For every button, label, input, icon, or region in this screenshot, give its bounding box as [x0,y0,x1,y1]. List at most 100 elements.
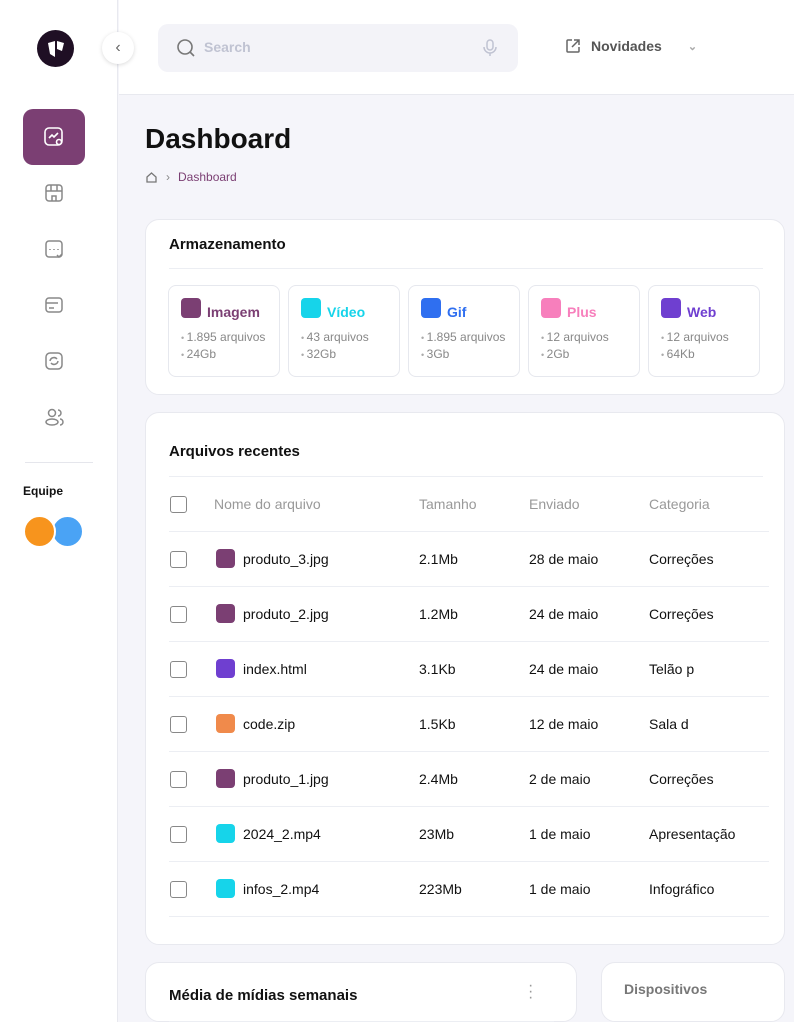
row-checkbox[interactable] [170,661,187,678]
file-size: 23Mb [419,826,455,842]
devices-title: Dispositivos [624,981,708,997]
code-file-icon [216,659,235,678]
storage-tile[interactable]: Gif 1.895 arquivos3Gb [408,285,520,377]
page-title: Dashboard [145,123,292,154]
chat-check-icon [45,240,63,259]
sync-icon [45,352,63,370]
weekly-media-card: Média de mídias semanais · · · [145,962,577,1022]
microphone-icon[interactable] [483,39,497,57]
file-name[interactable]: infos_2.mp4 [243,881,320,897]
file-type-icon [301,298,321,318]
breadcrumb-current: Dashboard [178,170,237,184]
nav-dashboard[interactable] [23,109,85,165]
file-size: 3.1Kb [419,661,456,677]
file-sent: 24 de maio [529,661,599,677]
storage-tile[interactable]: Vídeo 43 arquivos32Gb [288,285,400,377]
tile-name: Imagem [207,304,260,320]
tile-files: 43 arquivos [301,329,369,346]
column-category[interactable]: Categoria [649,496,710,512]
column-size[interactable]: Tamanho [419,496,477,512]
tile-name: Vídeo [327,304,366,320]
file-name[interactable]: index.html [243,661,307,677]
file-type-icon [661,298,681,318]
file-category: Sala d [649,716,689,732]
file-name[interactable]: produto_2.jpg [243,606,329,622]
table-row[interactable]: infos_2.mp4 223Mb 1 de maio Infográfico [169,862,769,917]
tile-files: 1.895 arquivos [181,329,266,346]
table-row[interactable]: produto_3.jpg 2.1Mb 28 de maio Correções [169,532,769,587]
file-name[interactable]: code.zip [243,716,296,732]
file-type-icon [541,298,561,318]
row-checkbox[interactable] [170,881,187,898]
home-icon[interactable] [145,171,158,184]
news-label: Novidades [591,38,662,54]
file-name[interactable]: produto_1.jpg [243,771,329,787]
store-icon [45,184,63,202]
divider [25,462,93,463]
select-all-checkbox[interactable] [170,496,187,513]
file-type-icon [181,298,201,318]
video-file-icon [216,879,235,898]
row-checkbox[interactable] [170,606,187,623]
file-category: Correções [649,551,714,567]
news-dropdown[interactable]: Novidades ⌄ [565,38,697,54]
file-name[interactable]: produto_3.jpg [243,551,329,567]
table-row[interactable]: 2024_2.mp4 23Mb 1 de maio Apresentação [169,807,769,862]
file-category: Infográfico [649,881,715,897]
file-size: 2.4Mb [419,771,458,787]
table-row[interactable]: produto_1.jpg 2.4Mb 2 de maio Correções [169,752,769,807]
header: Search Novidades ⌄ [119,0,794,95]
file-category: Correções [649,771,714,787]
nav-users[interactable] [23,389,85,445]
file-sent: 28 de maio [529,551,599,567]
external-link-icon [566,39,580,53]
column-name[interactable]: Nome do arquivo [214,496,321,512]
row-checkbox[interactable] [170,826,187,843]
storage-tile[interactable]: Web 12 arquivos64Kb [648,285,760,377]
chevron-left-icon: ‹ [115,39,121,56]
more-options-icon[interactable]: · · · [528,977,534,1006]
tile-size: 2Gb [541,346,609,363]
team-label: Equipe [23,484,64,498]
storage-tile[interactable]: Plus 12 arquivos2Gb [528,285,640,377]
collapse-sidebar-button[interactable]: ‹ [102,32,134,64]
tile-size: 32Gb [301,346,369,363]
tile-size: 64Kb [661,346,729,363]
storage-tile[interactable]: Imagem 1.895 arquivos24Gb [168,285,280,377]
nav-billing[interactable] [23,277,85,333]
tile-size: 3Gb [421,346,505,363]
row-checkbox[interactable] [170,771,187,788]
file-name[interactable]: 2024_2.mp4 [243,826,321,842]
recent-files-card: Arquivos recentes Nome do arquivo Tamanh… [145,412,785,945]
file-category: Apresentação [649,826,736,842]
tile-files: 12 arquivos [661,329,729,346]
breadcrumb: › Dashboard [145,170,237,184]
tile-name: Web [687,304,717,320]
file-sent: 12 de maio [529,716,599,732]
search-input[interactable]: Search [158,24,518,72]
table-row[interactable]: code.zip 1.5Kb 12 de maio Sala d [169,697,769,752]
zip-file-icon [216,714,235,733]
table-row[interactable]: index.html 3.1Kb 24 de maio Telão p [169,642,769,697]
users-icon [45,408,64,426]
avatar[interactable] [23,515,56,548]
image-file-icon [216,769,235,788]
logo[interactable] [37,30,74,67]
tile-files: 1.895 arquivos [421,329,506,346]
search-icon [177,39,195,57]
tile-name: Gif [447,304,467,320]
file-sent: 24 de maio [529,606,599,622]
nav-messages[interactable] [23,221,85,277]
file-category: Correções [649,606,714,622]
file-size: 1.2Mb [419,606,458,622]
table-row[interactable]: produto_2.jpg 1.2Mb 24 de maio Correções [169,587,769,642]
nav-sync[interactable] [23,333,85,389]
avatar[interactable] [51,515,84,548]
chevron-right-icon: › [166,170,170,184]
row-checkbox[interactable] [170,716,187,733]
video-file-icon [216,824,235,843]
nav-store[interactable] [23,165,85,221]
column-sent[interactable]: Enviado [529,496,580,512]
row-checkbox[interactable] [170,551,187,568]
sidebar: Equipe [0,0,118,1022]
